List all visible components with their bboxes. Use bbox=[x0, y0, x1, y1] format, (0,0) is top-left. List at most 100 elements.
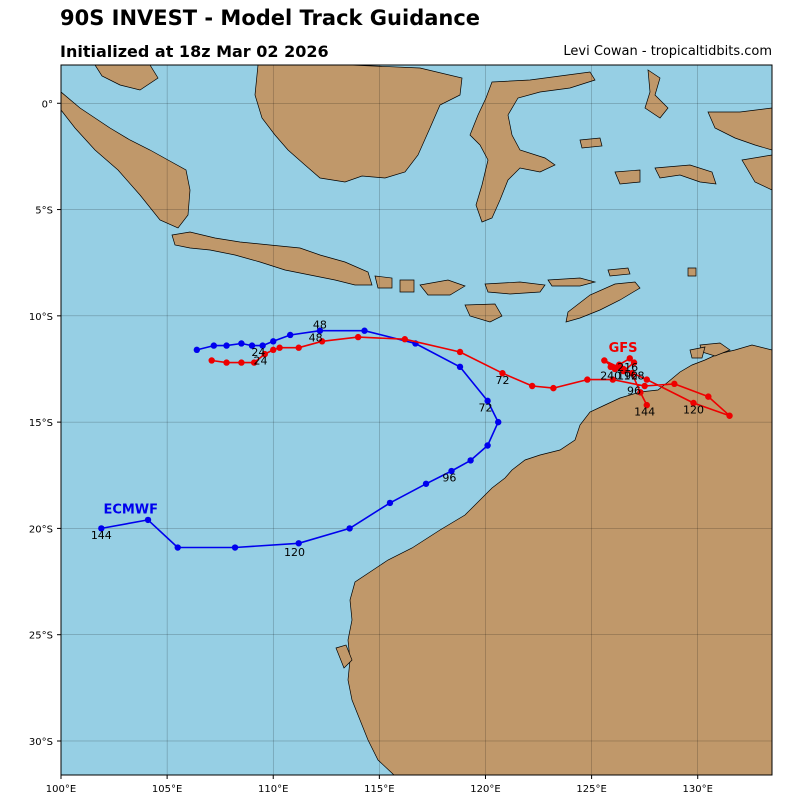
ecmwf-track-point bbox=[484, 442, 491, 449]
ecmwf-hour-label: 144 bbox=[91, 529, 112, 542]
land-flores bbox=[484, 281, 546, 295]
land-australia bbox=[347, 344, 772, 775]
gfs-hour-label: 216 bbox=[617, 361, 638, 374]
ecmwf-track-point bbox=[448, 467, 455, 475]
gfs-track-point bbox=[611, 365, 619, 373]
ecmwf-track-point bbox=[495, 418, 502, 426]
ecmwf-model-label: ECMWF bbox=[103, 503, 158, 518]
gfs-hour-label: 240 bbox=[600, 370, 621, 383]
ecmwf-track-point bbox=[238, 340, 245, 347]
gfs-track-point bbox=[295, 344, 302, 351]
gfs-hour-label: 168 bbox=[624, 370, 645, 383]
ecmwf-track-point bbox=[316, 327, 324, 334]
gfs-track-point bbox=[628, 370, 636, 377]
gfs-track-point bbox=[528, 382, 536, 390]
x-tick-label: 115°E bbox=[364, 784, 394, 795]
ecmwf-track-point bbox=[210, 342, 218, 349]
land-new-guinea-east bbox=[741, 154, 772, 191]
land-tanimbar bbox=[687, 267, 697, 277]
gfs-track-point bbox=[641, 382, 648, 390]
land-shark-bay bbox=[335, 644, 353, 669]
gfs-track-point bbox=[276, 344, 283, 351]
gfs-model-label: GFS bbox=[609, 341, 638, 356]
ecmwf-track-point bbox=[484, 397, 491, 405]
gfs-track-point bbox=[690, 399, 697, 407]
x-tick-label: 100°E bbox=[46, 784, 76, 795]
gfs-track-point bbox=[270, 346, 277, 354]
x-axis-ticks: 100°E 105°E 110°E 115°E 120°E 125°E 130°E bbox=[46, 775, 713, 795]
gfs-hour-label: 120 bbox=[683, 404, 704, 417]
gfs-track-point bbox=[615, 361, 623, 368]
gfs-track-line bbox=[211, 336, 731, 417]
ecmwf-track-point bbox=[361, 327, 368, 334]
gfs-track-point bbox=[637, 389, 644, 396]
x-tick-label: 130°E bbox=[683, 784, 713, 795]
gfs-track-point bbox=[250, 359, 258, 366]
gfs-hour-label: 48 bbox=[313, 319, 327, 332]
y-tick-label: 25°S bbox=[29, 631, 53, 642]
track-labels: 24 48 72 96 120 144 ECMWF 24 48 72 96 120 144 1681922… bbox=[91, 319, 704, 559]
gfs-track-point bbox=[456, 348, 464, 356]
land-new-guinea bbox=[707, 107, 772, 151]
land-bali bbox=[374, 275, 393, 289]
land-java bbox=[171, 231, 373, 286]
ecmwf-track-point bbox=[259, 342, 266, 349]
gfs-track-point bbox=[726, 412, 733, 419]
gfs-track-point bbox=[643, 401, 650, 409]
ecmwf-track-point bbox=[270, 338, 277, 345]
y-tick-label: 15°S bbox=[29, 418, 53, 429]
ecmwf-track-point bbox=[386, 499, 394, 507]
gfs-track-point bbox=[643, 376, 650, 383]
land-timor bbox=[565, 281, 641, 323]
land-buru bbox=[579, 137, 603, 149]
ecmwf-hour-label: 24 bbox=[251, 346, 265, 359]
gfs-track-point bbox=[626, 355, 633, 362]
gfs-track-point bbox=[354, 333, 362, 341]
ecmwf-track-point bbox=[287, 331, 294, 339]
y-axis-ticks: 0° 5°S 10°S 15°S 20°S 25°S 30°S bbox=[29, 99, 61, 748]
map-frame bbox=[60, 64, 773, 776]
land-seram bbox=[614, 169, 641, 185]
y-tick-label: 10°S bbox=[29, 312, 53, 323]
land-wetar bbox=[607, 267, 631, 277]
map-title: 90S INVEST - Model Track Guidance bbox=[60, 6, 481, 30]
ecmwf-track-point bbox=[467, 457, 474, 464]
gfs-track-point bbox=[671, 380, 678, 388]
credit-text: Levi Cowan - tropicaltidbits.com bbox=[563, 44, 772, 59]
land-sumba bbox=[464, 303, 503, 323]
x-tick-label: 110°E bbox=[258, 784, 288, 795]
x-tick-label: 120°E bbox=[470, 784, 500, 795]
ecmwf-track-point bbox=[422, 480, 430, 487]
gfs-track-point bbox=[401, 336, 409, 343]
model-tracks bbox=[98, 327, 733, 551]
gfs-track-point bbox=[208, 357, 215, 364]
land-new-guinea-south bbox=[654, 164, 717, 185]
land-sumbawa bbox=[419, 279, 466, 296]
y-tick-label: 5°S bbox=[35, 206, 53, 217]
gfs-track-point bbox=[238, 359, 245, 366]
x-tick-label: 105°E bbox=[152, 784, 182, 795]
x-tick-label: 125°E bbox=[576, 784, 606, 795]
gfs-track-point bbox=[499, 370, 506, 377]
land-sumatra bbox=[61, 91, 191, 229]
graticule bbox=[60, 65, 772, 775]
gfs-hour-label: 144 bbox=[634, 406, 655, 419]
ecmwf-hour-label: 72 bbox=[478, 401, 492, 414]
land-alor bbox=[547, 277, 597, 287]
land-borneo bbox=[254, 65, 463, 183]
land-malaya bbox=[94, 65, 159, 91]
ecmwf-track-point bbox=[295, 540, 302, 547]
gfs-hour-label: 24 bbox=[254, 355, 268, 368]
map-subtitle: Initialized at 18z Mar 02 2026 bbox=[60, 42, 329, 61]
gfs-track-point bbox=[609, 376, 617, 383]
ecmwf-track-point bbox=[223, 342, 230, 349]
y-tick-label: 0° bbox=[42, 99, 53, 110]
ecmwf-track-point bbox=[174, 544, 181, 551]
gfs-track-point bbox=[630, 359, 638, 366]
ecmwf-track-point bbox=[248, 342, 256, 349]
ecmwf-track-point bbox=[456, 363, 464, 371]
gfs-track-point bbox=[318, 338, 326, 345]
ecmwf-hour-label: 48 bbox=[309, 331, 323, 344]
gfs-hour-label: 96 bbox=[627, 384, 641, 397]
